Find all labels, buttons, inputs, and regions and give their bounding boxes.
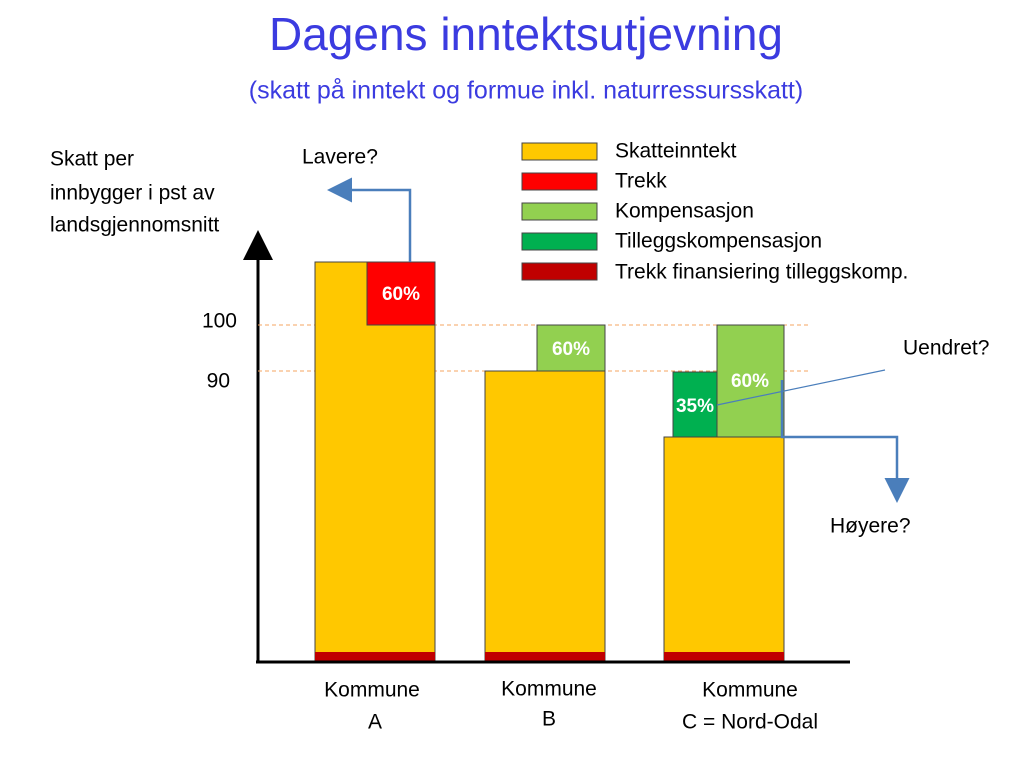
bar-label: 60% — [382, 284, 420, 305]
legend-label: Trekk — [615, 170, 667, 193]
legend-label: Skatteinntekt — [615, 140, 737, 163]
bar-label: 60% — [552, 339, 590, 360]
bar-kompensasjon — [716, 324, 785, 438]
category-label: Kommune — [501, 678, 597, 701]
annotation: Lavere? — [302, 146, 378, 169]
axis-label: Skatt per — [50, 148, 134, 171]
bar-trekk-finansiering — [664, 652, 784, 662]
category-label: C = Nord-Odal — [682, 711, 818, 734]
bar-kompensasjon — [536, 324, 606, 372]
legend-swatch — [521, 262, 598, 281]
bar-tilleggskompensasjon — [672, 371, 718, 438]
bar-skatteinntekt — [663, 436, 785, 663]
legend-swatch — [521, 172, 598, 191]
annotation: Høyere? — [830, 515, 911, 538]
bar-skatteinntekt — [484, 370, 606, 663]
axis-label: landsgjennomsnitt — [50, 214, 219, 237]
bar-label: 60% — [731, 371, 769, 392]
bar-trekk-finansiering — [315, 652, 435, 662]
level-label: 90 — [207, 370, 230, 393]
category-label: Kommune — [324, 679, 420, 702]
category-label: A — [368, 711, 382, 734]
axis-label: innbygger i pst av — [50, 182, 215, 205]
legend-swatch — [521, 202, 598, 221]
legend-label: Tilleggskompensasjon — [615, 230, 822, 253]
annotation: Uendret? — [903, 337, 989, 360]
arrow — [327, 177, 412, 262]
legend-swatch — [521, 232, 598, 251]
legend-label: Kompensasjon — [615, 200, 754, 223]
bar-skatteinntekt — [314, 261, 436, 663]
category-label: Kommune — [702, 679, 798, 702]
arrow — [780, 380, 910, 503]
level-label: 100 — [202, 310, 237, 333]
bar-trekk — [366, 261, 436, 326]
bar-trekk-finansiering — [485, 652, 605, 662]
title: Dagens inntektsutjevning — [269, 8, 783, 60]
pointer-line — [716, 369, 886, 406]
category-label: B — [542, 708, 556, 731]
legend-swatch — [521, 142, 598, 161]
subtitle: (skatt på inntekt og formue inkl. naturr… — [249, 77, 803, 105]
bar-label: 35% — [676, 396, 714, 417]
legend-label: Trekk finansiering tilleggskomp. — [615, 261, 908, 284]
